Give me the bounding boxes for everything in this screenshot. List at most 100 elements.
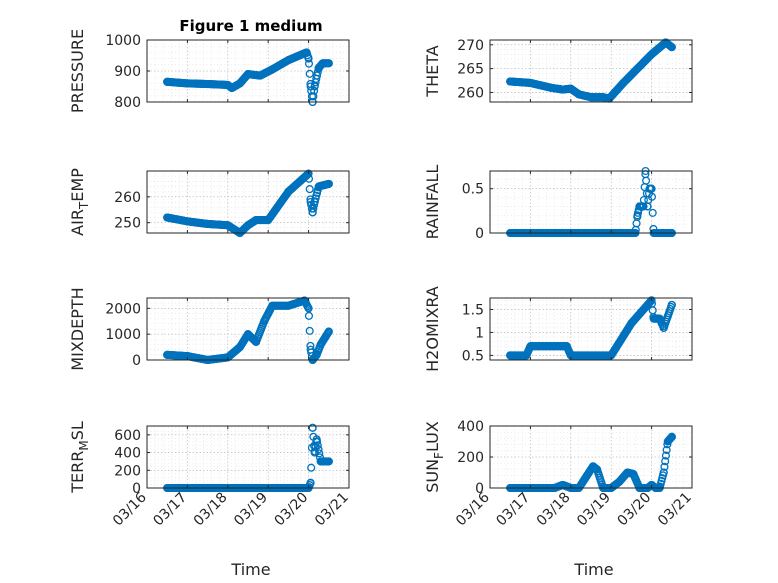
- data-point: [235, 79, 244, 88]
- x-tick-label: 03/17: [493, 490, 533, 530]
- data-point: [306, 345, 315, 354]
- y-axis-label: SUNFLUX: [423, 421, 446, 493]
- y-tick-label: 0: [132, 353, 141, 369]
- data-point: [566, 84, 575, 93]
- x-tick-label: 03/21: [312, 490, 352, 530]
- data-point: [312, 435, 321, 444]
- data-point: [312, 350, 321, 359]
- panel-theta: 260 265 270 THETA: [423, 38, 693, 103]
- y-axis-label: AIRTEMP: [68, 168, 91, 236]
- data-point: [582, 471, 592, 480]
- y-tick-label: 900: [114, 64, 141, 80]
- data-point: [304, 59, 314, 68]
- data-point: [310, 448, 319, 457]
- y-tick-label: 0: [475, 481, 484, 497]
- data-point: [546, 83, 555, 92]
- data-point: [268, 65, 277, 74]
- data-point: [268, 301, 277, 310]
- data-point: [163, 213, 172, 222]
- data-point: [629, 469, 638, 479]
- data-point: [284, 56, 293, 65]
- data-point: [235, 343, 244, 352]
- data-point: [307, 463, 316, 472]
- data-point: [300, 296, 309, 305]
- data-point: [264, 216, 273, 225]
- data-point: [305, 185, 314, 194]
- data-point: [558, 85, 567, 94]
- y-tick-label: 0: [132, 481, 141, 497]
- data-point: [662, 445, 671, 455]
- panel-rainfall: 0 0.5 RAINFALL: [423, 165, 693, 242]
- data-point: [203, 79, 212, 89]
- data-point: [243, 70, 253, 79]
- data-point: [163, 77, 172, 86]
- data-point: [615, 477, 624, 486]
- data-point: [305, 326, 314, 335]
- data-point: [314, 63, 323, 72]
- y-tick-label: 0.5: [462, 348, 484, 364]
- data-point: [305, 69, 314, 78]
- data-point: [223, 353, 232, 362]
- y-tick-label: 265: [457, 62, 484, 78]
- y-tick-label: 2000: [105, 301, 141, 317]
- data-point: [324, 59, 333, 68]
- axes-border: [146, 170, 350, 234]
- y-tick-label: 1000: [105, 327, 141, 343]
- data-point: [310, 82, 319, 91]
- data-point: [316, 457, 325, 466]
- data-point: [661, 38, 670, 47]
- data-point: [324, 457, 333, 466]
- data-point: [284, 301, 293, 310]
- data-point: [260, 317, 269, 326]
- data-point: [304, 169, 313, 178]
- data-point: [647, 192, 657, 201]
- axes-border: [489, 39, 693, 103]
- axes-border: [146, 297, 350, 361]
- x-tick-label: 03/16: [110, 489, 150, 529]
- panel-mixdepth: 0 1000 2000 MIXDEPTH: [68, 287, 350, 371]
- data-point: [316, 340, 325, 349]
- data-point: [667, 43, 676, 52]
- data-point: [659, 468, 668, 477]
- data-point: [304, 304, 313, 313]
- data-point: [243, 221, 253, 230]
- y-axis-label: TERRMSL: [68, 421, 91, 494]
- x-tick-label: 03/19: [574, 490, 614, 530]
- data-point: [562, 342, 571, 351]
- data-point: [647, 296, 656, 305]
- x-axis-label-right: Time: [573, 560, 613, 579]
- data-point: [203, 219, 212, 229]
- data-point: [586, 93, 596, 102]
- data-point: [183, 217, 192, 226]
- data-point: [306, 195, 315, 204]
- data-point: [318, 59, 327, 68]
- panel-air_temp: 250 260 AIRTEMP: [68, 168, 350, 238]
- data-point: [526, 342, 535, 351]
- data-point: [284, 187, 293, 196]
- data-point: [309, 92, 318, 101]
- x-tick-label: 03/18: [534, 490, 574, 530]
- x-tick-label: 03/17: [150, 490, 190, 530]
- data-point: [661, 451, 670, 460]
- data-point: [308, 423, 317, 432]
- data-point: [663, 437, 672, 446]
- data-point: [314, 182, 323, 191]
- axes-border: [489, 297, 693, 361]
- data-point: [163, 350, 172, 359]
- data-point: [306, 197, 315, 207]
- y-tick-label: 400: [114, 446, 141, 462]
- data-point: [324, 327, 333, 336]
- data-point: [665, 435, 674, 444]
- data-point: [648, 208, 657, 217]
- data-point: [223, 221, 232, 230]
- data-point: [522, 351, 531, 360]
- data-point: [304, 54, 313, 63]
- y-tick-label: 200: [457, 450, 484, 466]
- data-point: [643, 202, 652, 211]
- data-point: [667, 300, 676, 309]
- axes-border: [146, 425, 350, 489]
- x-tick-label: 03/20: [272, 490, 312, 530]
- x-tick-label: 03/21: [655, 490, 695, 530]
- data-point: [661, 457, 670, 466]
- y-tick-label: 400: [457, 419, 484, 435]
